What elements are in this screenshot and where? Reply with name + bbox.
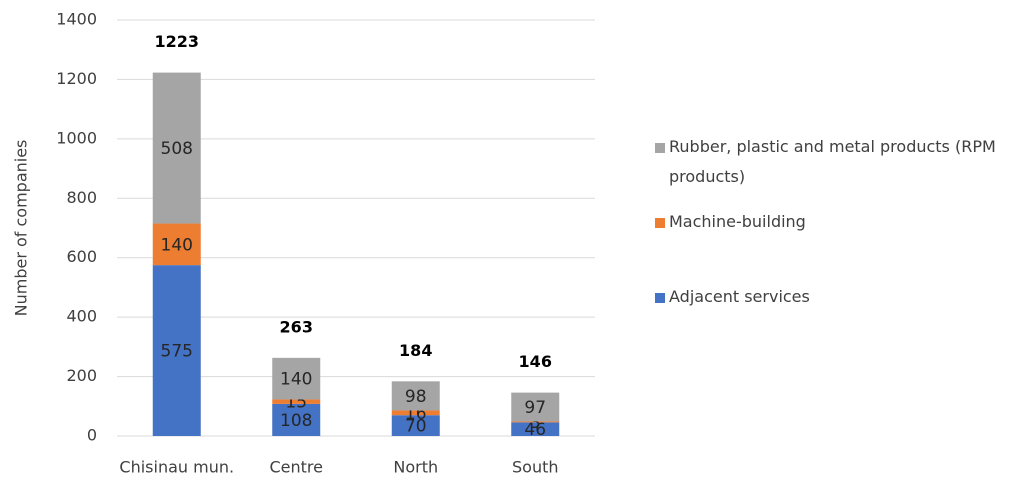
bar-segment bbox=[511, 392, 560, 422]
data-label: 70 bbox=[405, 417, 427, 437]
x-tick-label: Chisinau mun. bbox=[119, 458, 234, 477]
legend-entry: Rubber, plastic and metal products (RPM … bbox=[655, 132, 1015, 192]
bar-segment bbox=[511, 421, 560, 423]
x-tick-label: Centre bbox=[270, 458, 324, 477]
y-tick-label: 800 bbox=[66, 188, 97, 207]
y-tick-label: 600 bbox=[66, 247, 97, 266]
bar-segment bbox=[272, 399, 321, 404]
legend-entry: Adjacent services bbox=[655, 282, 1015, 312]
bar-segment bbox=[152, 72, 201, 224]
y-tick-label: 0 bbox=[87, 426, 97, 445]
data-label: 108 bbox=[280, 411, 312, 431]
data-label: 508 bbox=[161, 139, 193, 159]
y-tick-label: 400 bbox=[66, 307, 97, 326]
bar-segment bbox=[391, 415, 440, 436]
data-label: 98 bbox=[405, 387, 427, 407]
data-label: 3 bbox=[530, 413, 541, 433]
legend-entry: Machine-building bbox=[655, 207, 1015, 237]
data-label: 97 bbox=[524, 398, 546, 418]
legend-swatch bbox=[655, 143, 665, 153]
y-tick-label: 1000 bbox=[56, 128, 97, 147]
y-tick-label: 1200 bbox=[56, 69, 97, 88]
data-label: 575 bbox=[161, 342, 193, 362]
bar-segment bbox=[272, 357, 321, 400]
bar-segment bbox=[391, 381, 440, 411]
bar-segment bbox=[152, 223, 201, 266]
total-label: 1223 bbox=[154, 32, 199, 51]
y-axis-title: Number of companies bbox=[12, 140, 31, 317]
bar-segment bbox=[272, 403, 321, 436]
legend-label: Machine-building bbox=[669, 212, 806, 231]
x-tick-label: South bbox=[512, 458, 559, 477]
legend-swatch bbox=[655, 293, 665, 303]
y-tick-label: 200 bbox=[66, 366, 97, 385]
legend-label: Rubber, plastic and metal products (RPM … bbox=[669, 137, 996, 186]
bar-segment bbox=[511, 422, 560, 436]
data-label: 140 bbox=[161, 235, 193, 255]
data-label: 140 bbox=[280, 370, 312, 390]
data-label: 46 bbox=[524, 420, 546, 440]
y-tick-label: 1400 bbox=[56, 10, 97, 29]
legend-label: Adjacent services bbox=[669, 287, 810, 306]
x-tick-label: North bbox=[393, 458, 438, 477]
total-label: 184 bbox=[399, 341, 432, 360]
bar-segment bbox=[152, 265, 201, 436]
total-label: 263 bbox=[280, 317, 313, 336]
bar-segment bbox=[391, 410, 440, 416]
total-label: 146 bbox=[519, 352, 552, 371]
legend-swatch bbox=[655, 218, 665, 228]
